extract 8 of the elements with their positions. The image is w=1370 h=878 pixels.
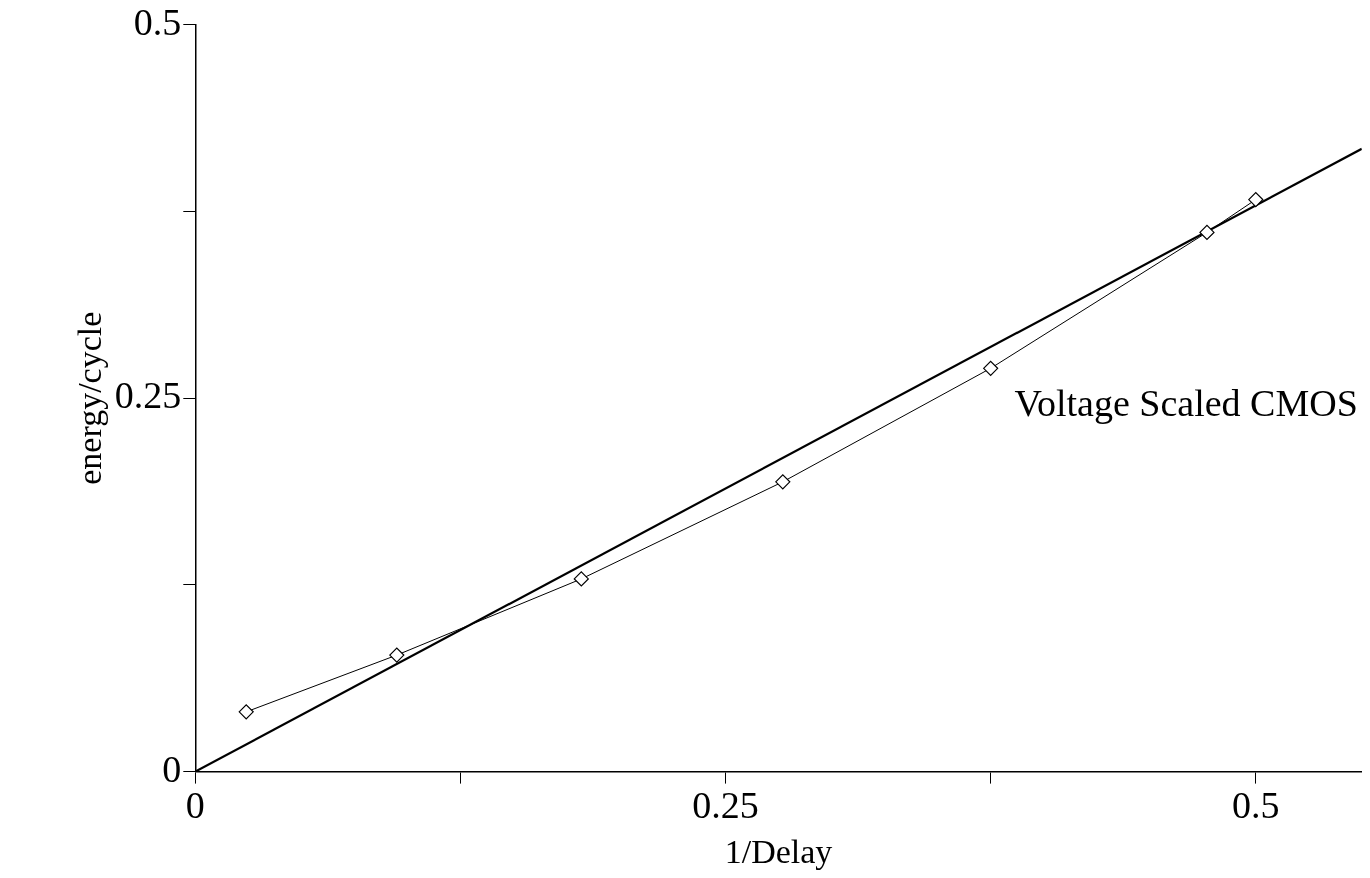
y-axis-title: energy/cycle (71, 311, 109, 485)
y-tick-label: 0 (162, 747, 182, 790)
x-tick-label: 0.5 (1232, 784, 1280, 827)
y-tick-label: 0.5 (133, 0, 182, 43)
x-tick-label: 0.25 (692, 784, 759, 827)
annotation: Voltage Scaled CMOS (1014, 381, 1358, 424)
x-axis-title: 1/Delay (724, 832, 833, 870)
y-tick-label: 0.25 (114, 374, 182, 417)
